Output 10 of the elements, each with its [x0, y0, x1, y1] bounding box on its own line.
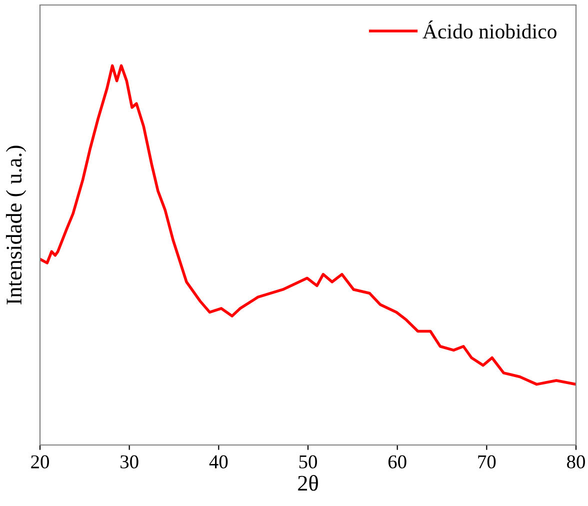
x-tick-label: 20 — [31, 455, 49, 468]
x-tick-label: 70 — [478, 455, 496, 468]
legend-label: Ácido niobidico — [422, 20, 556, 39]
x-tick-label: 50 — [299, 455, 317, 468]
x-tick-label: 40 — [209, 455, 228, 468]
y-axis-title: Intensidade ( u.a.) — [6, 146, 26, 304]
x-axis-title: 2θ — [298, 475, 318, 491]
x-tick-label: 60 — [388, 455, 406, 468]
x-tick-label: 80 — [567, 455, 585, 468]
x-tick-label: 30 — [120, 455, 138, 468]
